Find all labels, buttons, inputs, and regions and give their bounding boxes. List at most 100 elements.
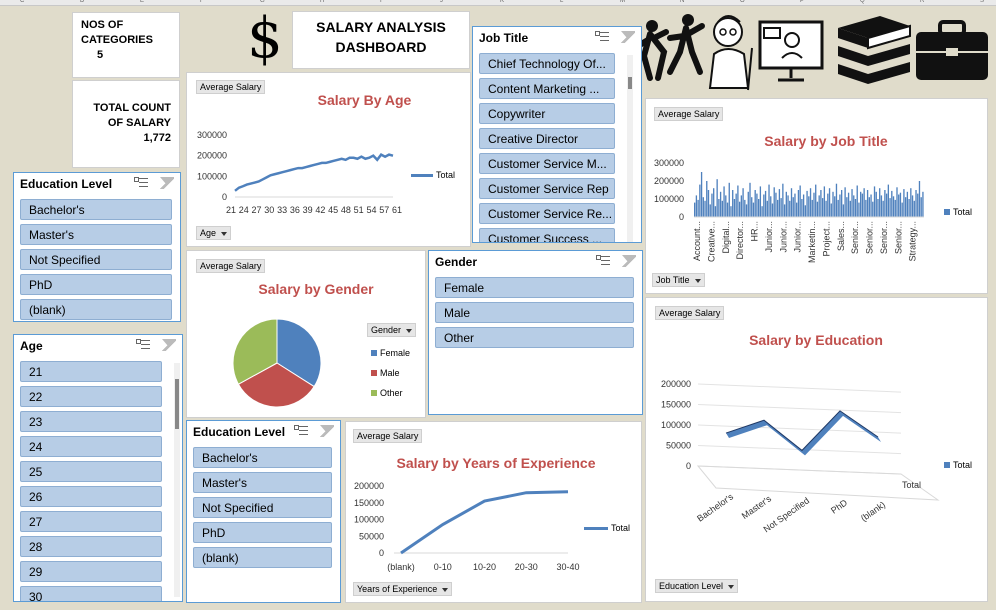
gender-field-button[interactable]: Gender xyxy=(367,323,417,337)
bar xyxy=(856,185,858,217)
column-letter: Q xyxy=(860,0,865,4)
slicer-item-phd[interactable]: PhD xyxy=(193,522,332,543)
slicer-item-job-title[interactable]: Customer Service Re... xyxy=(479,203,615,224)
slicer-header: Education Level xyxy=(14,173,180,195)
slicer-item-job-title[interactable]: Customer Service Rep xyxy=(479,178,615,199)
slicer-item-masters[interactable]: Master's xyxy=(20,224,172,245)
column-letter: O xyxy=(740,0,745,4)
slicer-item-job-title[interactable]: Content Marketing ... xyxy=(479,78,615,99)
bar xyxy=(835,183,838,217)
slicer-item-not-specified[interactable]: Not Specified xyxy=(20,249,172,270)
legend-label: Other xyxy=(380,388,403,398)
y-tick-label: 0 xyxy=(679,212,684,222)
y-tick-label: 0 xyxy=(686,461,691,471)
bar xyxy=(865,199,867,217)
y-tick-label: 0 xyxy=(379,548,384,558)
experience-line-plot: 200000 150000 100000 50000 0(blank) 0-10 10-20… xyxy=(354,481,580,572)
legend-item-male: Male xyxy=(371,363,410,383)
pie-slice-other xyxy=(232,318,278,385)
slicer-item-age[interactable]: 28 xyxy=(20,536,162,557)
bar xyxy=(832,191,834,217)
clear-filter-icon[interactable] xyxy=(320,425,334,437)
slicer-header: Education Level xyxy=(187,421,340,443)
y-tick-label: 300000 xyxy=(654,158,684,168)
multi-select-icon[interactable] xyxy=(136,339,150,351)
multi-select-icon[interactable] xyxy=(134,177,148,189)
slicer-item-job-title[interactable]: Chief Technology Of... xyxy=(479,53,615,74)
bar xyxy=(728,182,730,217)
slicer-item-masters[interactable]: Master's xyxy=(193,472,332,493)
bar xyxy=(894,199,896,217)
multi-select-icon[interactable] xyxy=(294,425,308,437)
gender-pie xyxy=(232,318,322,408)
slicer-item-other[interactable]: Other xyxy=(435,327,634,348)
clear-filter-icon[interactable] xyxy=(622,255,636,267)
slicer-item-age[interactable]: 29 xyxy=(20,561,162,582)
slicer-item-female[interactable]: Female xyxy=(435,277,634,298)
slicer-item-age[interactable]: 25 xyxy=(20,461,162,482)
slicer-item-age[interactable]: 22 xyxy=(20,386,162,407)
bar xyxy=(908,199,910,217)
slicer-item-age[interactable]: 27 xyxy=(20,511,162,532)
job-title-field-button[interactable]: Job Title xyxy=(652,273,705,287)
bar xyxy=(842,204,845,217)
slicer-item-blank[interactable]: (blank) xyxy=(193,547,332,568)
slicer-item-bachelors[interactable]: Bachelor's xyxy=(193,447,332,468)
bar xyxy=(718,199,720,217)
bar xyxy=(825,200,827,217)
legend-label: Male xyxy=(380,368,400,378)
slicer-item-phd[interactable]: PhD xyxy=(20,274,172,295)
slicer-item-male[interactable]: Male xyxy=(435,302,634,323)
bar xyxy=(918,181,921,217)
x-tick-label: Strategy... xyxy=(908,221,918,261)
bar xyxy=(719,191,722,217)
multi-select-icon[interactable] xyxy=(595,31,609,43)
value-field-button[interactable]: Average Salary xyxy=(654,107,724,121)
x-tick-label: Bachelor's xyxy=(695,491,735,523)
slicer-item-age[interactable]: 23 xyxy=(20,411,162,432)
bar xyxy=(834,196,836,217)
experience-field-button[interactable]: Years of Experience xyxy=(353,582,453,596)
bar xyxy=(700,172,703,217)
slicer-item-age[interactable]: 30 xyxy=(20,586,162,601)
x-tick-label: Director... xyxy=(735,221,745,260)
bar xyxy=(782,183,784,217)
slicer-item-job-title[interactable]: Customer Success ... xyxy=(479,228,615,242)
education-field-button[interactable]: Education Level xyxy=(655,579,739,593)
slicer-item-blank[interactable]: (blank) xyxy=(20,299,172,320)
slicer-item-job-title[interactable]: Copywriter xyxy=(479,103,615,124)
value-field-button[interactable]: Average Salary xyxy=(196,80,266,94)
slicer-item-job-title[interactable]: Creative Director xyxy=(479,128,615,149)
multi-select-icon[interactable] xyxy=(596,255,610,267)
x-tick-label: 30 xyxy=(264,205,274,215)
age-field-button[interactable]: Age xyxy=(196,226,232,240)
value-field-button[interactable]: Average Salary xyxy=(196,259,266,273)
clear-filter-icon[interactable] xyxy=(160,177,174,189)
bar xyxy=(818,195,820,217)
job-title-slicer-scrollbar[interactable] xyxy=(627,55,633,242)
education-level-slicer: Education Level Bachelor's Master's Not … xyxy=(13,172,181,322)
x-tick-label: Master's xyxy=(740,493,774,521)
clear-filter-icon[interactable] xyxy=(162,339,176,351)
salary-by-job-title-chart: Average Salary Salary by Job Title 30000… xyxy=(645,98,988,294)
salary-by-gender-chart: Average Salary Salary by Gender Gender F… xyxy=(186,250,426,418)
bar xyxy=(875,191,877,217)
slicer-item-age[interactable]: 24 xyxy=(20,436,162,457)
bar xyxy=(868,197,870,217)
bar xyxy=(813,192,815,217)
chart-title: Salary by Education xyxy=(749,332,883,348)
bar xyxy=(854,199,857,217)
age-slicer-scrollbar[interactable] xyxy=(174,363,180,597)
y-tick-label: 100000 xyxy=(654,194,684,204)
clear-filter-icon[interactable] xyxy=(621,31,635,43)
value-field-button[interactable]: Average Salary xyxy=(655,306,725,320)
slicer-item-job-title[interactable]: Customer Service M... xyxy=(479,153,615,174)
column-letter: M xyxy=(620,0,625,4)
slicer-item-age[interactable]: 26 xyxy=(20,486,162,507)
slicer-item-age[interactable]: 21 xyxy=(20,361,162,382)
x-tick-label: (blank) xyxy=(387,562,415,572)
slicer-item-bachelors[interactable]: Bachelor's xyxy=(20,199,172,220)
value-field-button[interactable]: Average Salary xyxy=(353,429,423,443)
slicer-item-not-specified[interactable]: Not Specified xyxy=(193,497,332,518)
bar xyxy=(694,202,696,217)
